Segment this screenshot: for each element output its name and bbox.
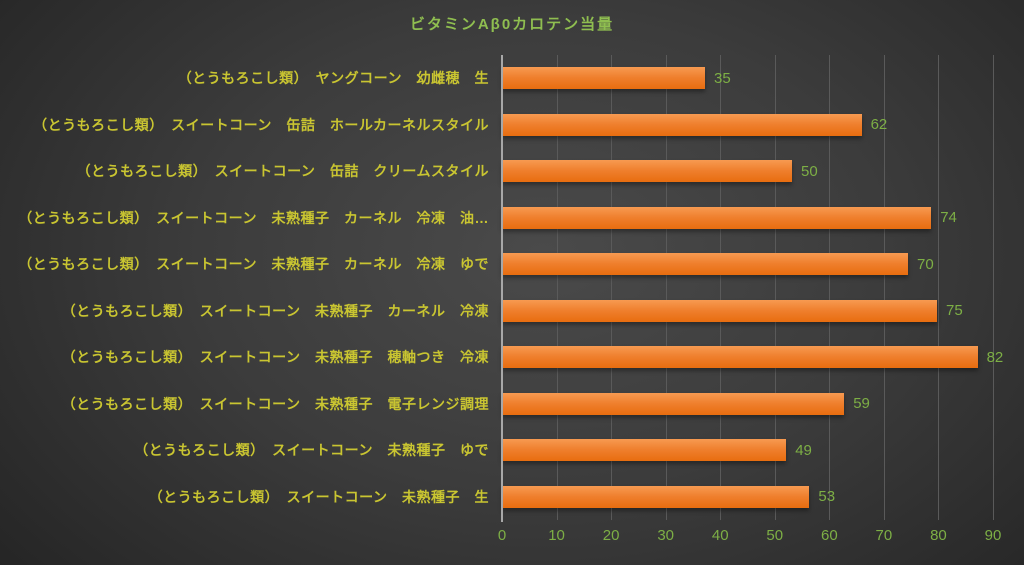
category-label: （とうもろこし類） スイートコーン 未熟種子 カーネル 冷凍 ゆで — [18, 256, 489, 273]
x-tick-label: 50 — [766, 527, 784, 544]
chart-row: （とうもろこし類） スイートコーン 未熟種子 カーネル 冷凍 ゆで 70 — [0, 241, 1024, 288]
chart-row: （とうもろこし類） スイートコーン 缶詰 クリームスタイル 50 — [0, 148, 1024, 195]
gridline — [611, 55, 613, 520]
bar — [502, 160, 792, 183]
chart-row: （とうもろこし類） スイートコーン 未熟種子 カーネル 冷凍 油… 74 — [0, 195, 1024, 242]
bar — [502, 392, 845, 415]
gridline — [993, 55, 994, 520]
chart-row: （とうもろこし類） スイートコーン 缶詰 ホールカーネルスタイル 62 — [0, 102, 1024, 149]
category-label: （とうもろこし類） スイートコーン 缶詰 クリームスタイル — [76, 163, 489, 180]
bar-zone: 62 — [502, 102, 1024, 149]
bar-value-label: 70 — [917, 255, 934, 273]
gridline — [774, 55, 776, 520]
bar-zone: 59 — [502, 381, 1024, 428]
bar — [502, 485, 810, 508]
chart-rows: （とうもろこし類） ヤングコーン 幼雌穂 生 35 （とうもろこし類） スイートコー… — [0, 55, 1024, 520]
chart-row: （とうもろこし類） スイートコーン 未熟種子 ゆで 49 — [0, 427, 1024, 474]
bar-zone: 74 — [502, 195, 1024, 242]
bar-zone: 35 — [502, 55, 1024, 102]
y-axis-line — [501, 55, 503, 522]
bar-value-label: 75 — [946, 302, 963, 320]
category-label: （とうもろこし類） ヤングコーン 幼雌穂 生 — [177, 70, 489, 87]
bar-zone: 49 — [502, 427, 1024, 474]
gridline — [883, 55, 885, 520]
bar-value-label: 62 — [870, 116, 888, 134]
x-tick-label: 20 — [602, 527, 620, 544]
gridline — [665, 55, 667, 520]
bar-zone: 82 — [502, 334, 1024, 381]
bar-zone: 53 — [502, 474, 1024, 521]
bar — [502, 439, 787, 462]
bar-value-label: 35 — [714, 69, 731, 87]
bar — [502, 206, 932, 229]
x-tick-label: 70 — [875, 527, 893, 544]
x-tick-label: 90 — [984, 527, 1002, 544]
category-label: （とうもろこし類） スイートコーン 未熟種子 カーネル 冷凍 — [61, 302, 489, 319]
x-axis: 0 10 20 30 40 50 60 70 80 90 — [498, 527, 1002, 549]
gridline — [938, 55, 940, 520]
bar-zone: 75 — [502, 288, 1024, 335]
chart-row: （とうもろこし類） スイートコーン 未熟種子 穂軸つき 冷凍 82 — [0, 334, 1024, 381]
bar — [502, 299, 937, 322]
bar-value-label: 53 — [818, 488, 836, 506]
bar-value-label: 50 — [801, 162, 818, 180]
bar-value-label: 82 — [986, 348, 1004, 366]
category-label: （とうもろこし類） スイートコーン 未熟種子 穂軸つき 冷凍 — [61, 349, 489, 366]
x-tick-label: 10 — [548, 527, 565, 544]
category-label: （とうもろこし類） スイートコーン 未熟種子 電子レンジ調理 — [61, 395, 489, 412]
x-tick-label: 0 — [497, 527, 507, 544]
x-tick-label: 60 — [820, 527, 838, 544]
category-label: （とうもろこし類） スイートコーン 未熟種子 カーネル 冷凍 油… — [18, 209, 489, 226]
chart-title: ビタミンAβ0カロテン当量 — [409, 16, 615, 33]
x-tick-label: 80 — [930, 527, 947, 544]
chart-row: （とうもろこし類） スイートコーン 未熟種子 生 53 — [0, 474, 1024, 521]
category-label: （とうもろこし類） スイートコーン 缶詰 ホールカーネルスタイル — [33, 116, 489, 133]
category-label: （とうもろこし類） スイートコーン 未熟種子 生 — [148, 488, 489, 505]
gridline — [829, 55, 831, 520]
gridline — [720, 55, 722, 520]
gridline — [556, 55, 558, 520]
bar — [502, 346, 978, 369]
chart-row: （とうもろこし類） スイートコーン 未熟種子 電子レンジ調理 59 — [0, 381, 1024, 428]
bar-value-label: 74 — [940, 209, 957, 227]
bar-value-label: 59 — [853, 395, 870, 413]
bar-zone: 70 — [502, 241, 1024, 288]
bar-zone: 50 — [502, 148, 1024, 195]
bar — [502, 67, 705, 90]
category-label: （とうもろこし類） スイートコーン 未熟種子 ゆで — [134, 442, 489, 459]
x-tick-label: 40 — [711, 527, 729, 544]
bar — [502, 253, 908, 276]
chart-row: （とうもろこし類） スイートコーン 未熟種子 カーネル 冷凍 75 — [0, 288, 1024, 335]
bar — [502, 113, 862, 136]
bar-value-label: 49 — [795, 441, 812, 459]
chart-row: （とうもろこし類） ヤングコーン 幼雌穂 生 35 — [0, 55, 1024, 102]
plot-area — [501, 55, 994, 522]
x-tick-label: 30 — [657, 527, 674, 544]
